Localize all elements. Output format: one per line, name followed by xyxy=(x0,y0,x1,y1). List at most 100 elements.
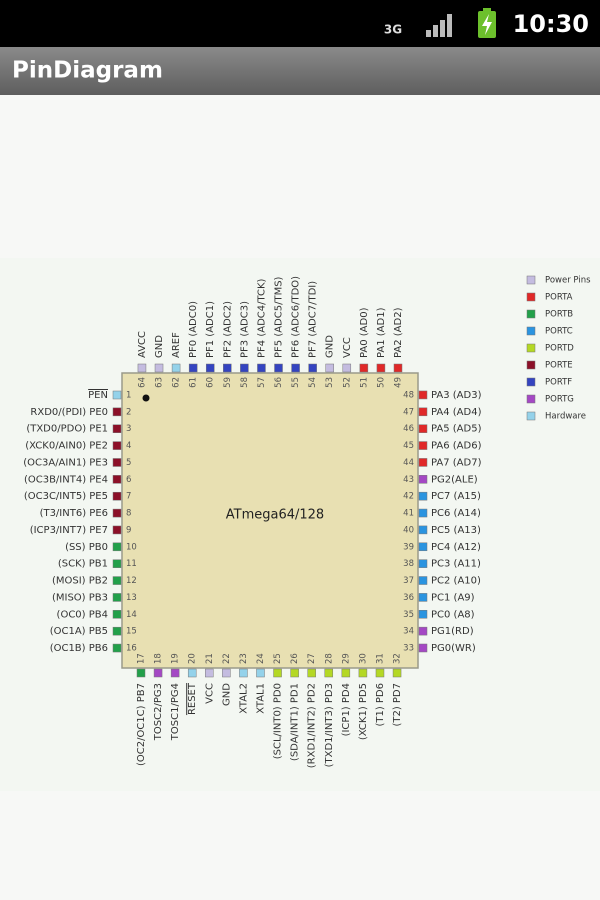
pin-marker xyxy=(324,668,334,678)
pin-label: GND xyxy=(154,335,165,358)
pin-marker xyxy=(418,593,428,602)
pin-marker xyxy=(341,668,351,678)
pin-number: 48 xyxy=(403,390,414,400)
pin-marker xyxy=(112,542,122,552)
pin-label: AVCC xyxy=(137,331,148,358)
pin-marker xyxy=(418,626,428,636)
pin-number: 61 xyxy=(189,377,199,388)
pin-marker xyxy=(171,363,181,373)
pin-marker xyxy=(274,363,283,373)
pin-number: 4 xyxy=(126,441,131,451)
pin-marker xyxy=(257,363,266,373)
pin-label: PA2 (AD2) xyxy=(393,307,404,358)
pin-marker xyxy=(393,363,403,373)
pin-number: 37 xyxy=(403,576,414,586)
pin-marker xyxy=(325,363,334,373)
pin-number: 13 xyxy=(126,593,137,603)
pin-label: (OC3C/INT5) PE5 xyxy=(24,491,108,502)
pin-number: 28 xyxy=(324,653,334,664)
pin-number: 25 xyxy=(273,653,283,664)
pin-number: 64 xyxy=(137,377,147,388)
pin-number: 46 xyxy=(403,424,414,434)
pin-label: RESET xyxy=(187,682,198,715)
pin-marker xyxy=(112,390,122,400)
legend-swatch xyxy=(526,394,536,404)
pin-label: PC1 (A9) xyxy=(431,592,475,603)
pin-marker xyxy=(376,363,386,373)
pin-label: TOSC2/PG3 xyxy=(153,683,164,741)
pin-marker xyxy=(112,441,122,450)
pin-label: XTAL2 xyxy=(238,683,249,714)
pin-number: 52 xyxy=(342,377,352,388)
pin-label: (XCK1) PD5 xyxy=(358,683,369,740)
pin-marker xyxy=(153,668,163,678)
pin-number: 31 xyxy=(375,653,385,664)
pin-marker xyxy=(418,610,428,619)
pin-marker xyxy=(112,491,122,501)
pin-number: 1 xyxy=(126,391,131,401)
chip-label: ATmega64/128 xyxy=(226,508,324,523)
pin-marker xyxy=(418,559,428,568)
legend-swatch xyxy=(526,309,536,319)
pin-label: PG0(WR) xyxy=(431,643,476,654)
pin-number: 16 xyxy=(126,644,137,654)
pin-number: 60 xyxy=(206,377,216,388)
pin-number: 22 xyxy=(222,653,232,664)
pin-number: 3 xyxy=(126,424,131,434)
pin-label: (TXD1/INT3) PD3 xyxy=(324,683,335,767)
pin-label: (OC2/OC1C) PB7 xyxy=(136,683,147,766)
pin-label: PG2(ALE) xyxy=(431,474,478,485)
pin-marker xyxy=(112,610,122,619)
pin-label: PG1(RD) xyxy=(431,626,474,637)
pin-label: (OC1B) PB6 xyxy=(50,643,108,654)
pin-number: 32 xyxy=(393,653,403,664)
pin-label: (RXD1/INT2) PD2 xyxy=(307,683,318,768)
pin-label: PA4 (AD4) xyxy=(431,407,482,418)
pin-label: PF7 (ADC7/TDI) xyxy=(308,281,319,358)
legend-swatch xyxy=(526,292,536,302)
pin-label: (T1) PD6 xyxy=(375,683,386,727)
pin-marker xyxy=(418,491,428,501)
pin-marker xyxy=(418,643,428,653)
legend-swatch xyxy=(526,326,536,336)
battery-icon xyxy=(478,8,496,38)
pin-label: PC4 (A12) xyxy=(431,542,481,553)
signal-icon xyxy=(426,14,452,37)
pin-marker xyxy=(112,475,122,484)
pin-marker xyxy=(112,458,122,467)
pin-marker xyxy=(136,668,146,678)
pin-number: 56 xyxy=(274,377,284,388)
pin-marker xyxy=(273,668,282,678)
pin-label: PA3 (AD3) xyxy=(431,390,482,401)
pin-label: PC5 (A13) xyxy=(431,525,481,536)
pin-number: 62 xyxy=(172,377,182,388)
pin-label: PF3 (ADC3) xyxy=(239,301,250,358)
pin-marker xyxy=(112,559,122,568)
legend-label: Power Pins xyxy=(545,276,591,286)
pin-marker xyxy=(418,441,428,450)
pin-label: (OC3A/AIN1) PE3 xyxy=(23,457,108,468)
status-bar xyxy=(0,0,600,47)
chip-body xyxy=(121,372,419,669)
legend-label: PORTF xyxy=(545,378,572,388)
pin-label: PC3 (A11) xyxy=(431,559,481,570)
pin-number: 10 xyxy=(126,542,137,552)
pin-label: PA7 (AD7) xyxy=(431,457,482,468)
legend-label: PORTD xyxy=(545,344,574,354)
pin-label: XTAL1 xyxy=(255,683,266,714)
pin-marker xyxy=(112,424,122,433)
pin-marker xyxy=(418,458,428,467)
pin-label: (SCK) PB1 xyxy=(58,559,108,570)
pin-label: (SS) PB0 xyxy=(65,542,108,553)
pin-label: PA5 (AD5) xyxy=(431,424,482,435)
pin-label: (ICP3/INT7) PE7 xyxy=(30,525,108,536)
pin-label: PF2 (ADC2) xyxy=(222,301,233,358)
pin-marker xyxy=(418,475,428,484)
pin-marker xyxy=(112,626,122,636)
pin-label: (SDA/INT1) PD1 xyxy=(290,683,301,761)
pin-marker xyxy=(112,593,122,602)
pin-number: 63 xyxy=(155,377,165,388)
pin-label: PC2 (A10) xyxy=(431,576,481,587)
pin-marker xyxy=(307,668,316,678)
